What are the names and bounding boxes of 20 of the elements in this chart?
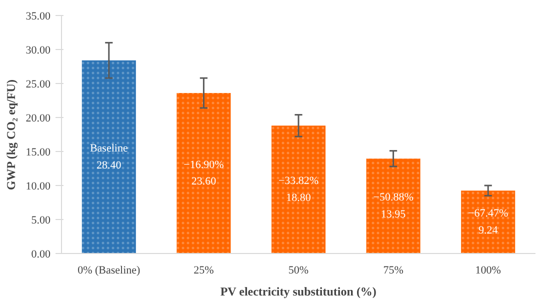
data-label: Baseline 28.40 — [90, 142, 128, 172]
y-axis-title: GWP (kg CO₂ eq/FU) — [4, 80, 18, 190]
y-tick-label: 20.00 — [26, 112, 51, 124]
data-label: −16.90% 23.60 — [184, 158, 224, 188]
data-label: −67.47% 9.24 — [468, 208, 508, 236]
data-label: −50.88% 13.95 — [373, 192, 414, 220]
x-tick-label: 0% (Baseline) — [78, 264, 141, 276]
y-tick-label: 5.00 — [31, 214, 51, 226]
x-tick-label: 25% — [194, 264, 214, 276]
y-tick-label: 35.00 — [26, 10, 51, 22]
y-tick-label: 15.00 — [26, 146, 51, 158]
x-axis-title: PV electricity substitution (%) — [220, 284, 376, 298]
y-tick-label: 25.00 — [26, 78, 51, 90]
x-tick-label: 75% — [383, 264, 404, 276]
y-tick-label: 0.00 — [31, 248, 51, 260]
y-tick-label: 10.00 — [26, 180, 51, 192]
x-tick-label: 100% — [475, 264, 501, 276]
y-tick-label: 30.00 — [26, 44, 51, 56]
x-tick-label: 50% — [288, 264, 309, 276]
data-label: −33.82% 18.80 — [278, 175, 319, 204]
